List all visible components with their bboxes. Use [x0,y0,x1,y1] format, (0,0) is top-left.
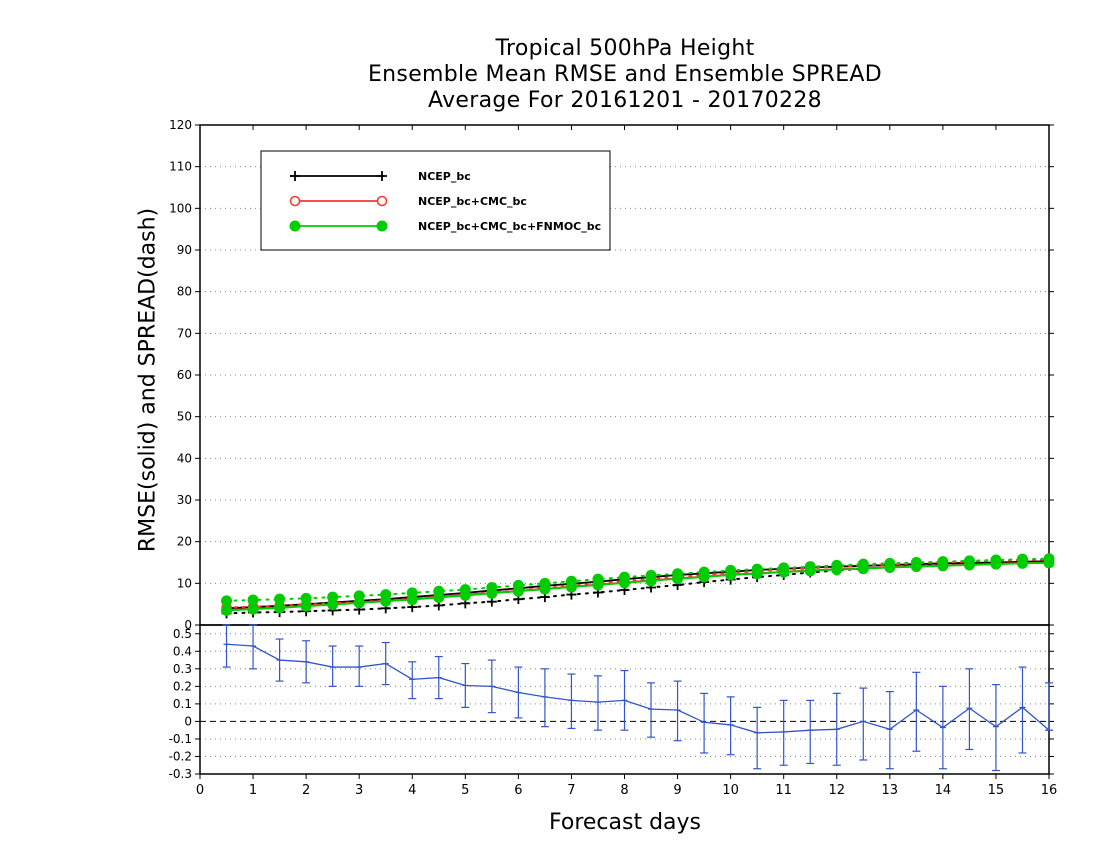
bottom-y-tick-label: -0.1 [169,732,192,746]
difference-series [222,624,1053,772]
top-y-tick-label: 20 [177,535,192,549]
rmse-point [910,561,922,573]
chart-title-line-2: Ensemble Mean RMSE and Ensemble SPREAD [367,62,882,87]
rmse-point [672,573,684,585]
x-tick-label: 15 [988,783,1005,798]
rmse-point [1016,557,1028,569]
x-tick-label: 12 [828,783,845,798]
rmse-point [539,583,551,595]
top-y-tick-label: 60 [177,368,192,382]
x-tick-label: 5 [461,783,469,798]
y-axis-label: RMSE(solid) and SPREAD(dash) [135,207,161,553]
x-tick-label: 10 [722,783,739,798]
x-tick-label: 6 [514,783,522,798]
top-y-tick-label: 110 [169,160,192,174]
top-y-tick-label: 10 [177,576,192,590]
rmse-point [459,589,471,601]
x-tick-label: 0 [196,783,204,798]
rmse-point [778,566,790,578]
top-y-tick-label: 70 [177,326,192,340]
spread-line [225,560,1050,615]
rmse-line [226,560,1050,610]
x-tick-label: 16 [1041,783,1058,798]
legend-label: NCEP_bc+CMC_bc [418,195,527,208]
legend-marker [289,220,301,232]
rmse-point [380,595,392,607]
rmse-point [804,565,816,577]
top-y-tick-label: 80 [177,285,192,299]
top-y-tick-label: 90 [177,243,192,257]
top-y-tick-label: 0 [184,618,192,632]
legend-marker [290,171,300,181]
rmse-point [619,577,630,589]
rmse-point [725,569,737,581]
x-tick-label: 7 [567,783,575,798]
x-tick-label: 3 [355,783,363,798]
rmse-point [592,579,604,591]
bottom-y-tick-label: 0.4 [173,644,192,658]
series-ncep-bc-cmc-bc-fnmoc-bc [221,553,1055,616]
rmse-point [565,581,577,593]
spread-point [221,595,233,607]
rmse-point [698,571,710,583]
rmse-point [353,597,365,609]
x-tick-label: 1 [249,783,257,798]
bottom-y-tick-label: -0.3 [169,767,192,781]
rmse-point [751,568,763,580]
rmse-point [221,604,233,616]
top-y-tick-label: 50 [177,410,192,424]
rmse-point [884,562,896,573]
difference-line [226,643,1050,734]
rmse-point [937,560,949,572]
legend-marker [377,171,387,181]
legend: NCEP_bc NCEP_bc+CMC_bc NCEP_bc+CMC_bc+FNMO… [260,150,611,251]
rmse-point [1043,557,1055,569]
rmse-point [486,587,498,599]
top-y-tick-label: 30 [177,493,192,507]
spread-point [247,594,259,606]
x-tick-label: 9 [673,783,681,798]
rmse-point [857,563,869,575]
rmse-point [963,559,975,571]
rmse-line [226,562,1050,612]
legend-marker [376,195,388,207]
rmse-point [512,585,524,597]
rmse-point [406,594,418,606]
bottom-y-tick-label: -0.2 [169,749,192,763]
rmse-point [274,602,286,614]
legend-label: NCEP_bc [418,170,471,183]
rmse-point [990,558,1002,570]
x-tick-label: 8 [620,783,628,798]
x-axis-label: Forecast days [548,810,701,835]
rmse-point [247,603,259,615]
legend-marker [376,220,388,232]
top-y-tick-label: 100 [169,201,192,215]
rmse-point [645,575,657,587]
bottom-y-tick-label: 0 [184,714,192,728]
x-tick-label: 11 [775,783,792,798]
rmse-point [831,564,843,576]
legend-marker [289,195,301,207]
legend-label: NCEP_bc+CMC_bc+FNMOC_bc [418,220,601,233]
rmse-point [300,600,312,612]
rmse-point [433,592,445,603]
x-tick-label: 13 [882,783,899,798]
top-y-tick-label: 40 [177,451,192,465]
bottom-y-tick-label: 0.5 [173,627,192,641]
chart-title-line-1: Tropical 500hPa Height [495,36,755,61]
bottom-y-tick-label: 0.2 [173,679,192,693]
top-y-tick-label: 120 [169,118,192,132]
bottom-y-tick-label: 0.1 [173,697,192,711]
chart-title-line-3: Average For 20161201 - 20170228 [428,88,822,113]
x-tick-label: 14 [935,783,952,798]
rmse-point [327,599,339,611]
x-tick-label: 2 [302,783,310,798]
bottom-y-tick-label: 0.3 [173,662,192,676]
x-tick-label: 4 [408,783,416,798]
